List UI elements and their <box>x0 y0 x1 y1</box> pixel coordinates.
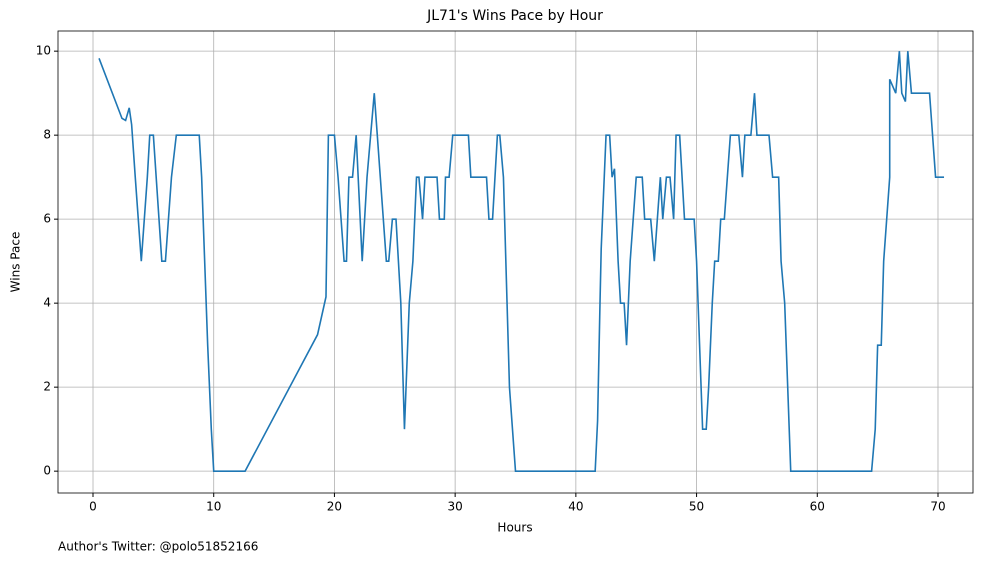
x-tick-label: 60 <box>810 500 825 514</box>
y-tick-label: 8 <box>43 128 51 142</box>
plot-frame <box>57 30 974 494</box>
chart-title: JL71's Wins Pace by Hour <box>426 8 603 24</box>
x-axis-label: Hours <box>497 521 532 535</box>
footnote: Author's Twitter: @polo51852166 <box>58 540 258 554</box>
x-tick-label: 20 <box>327 500 342 514</box>
x-tick-label: 70 <box>930 500 945 514</box>
x-tick-label: 0 <box>89 500 97 514</box>
x-tick-label: 30 <box>448 500 463 514</box>
y-tick-label: 4 <box>43 296 51 310</box>
y-axis-label: Wins Pace <box>9 232 23 293</box>
data-line <box>98 51 945 472</box>
x-tick-label: 50 <box>689 500 704 514</box>
y-tick-label: 2 <box>43 380 51 394</box>
y-tick-label: 6 <box>43 212 51 226</box>
y-tick-label: 10 <box>36 44 51 58</box>
x-tick-label: 40 <box>568 500 583 514</box>
y-tick-label: 0 <box>43 464 51 478</box>
x-tick-label: 10 <box>206 500 221 514</box>
